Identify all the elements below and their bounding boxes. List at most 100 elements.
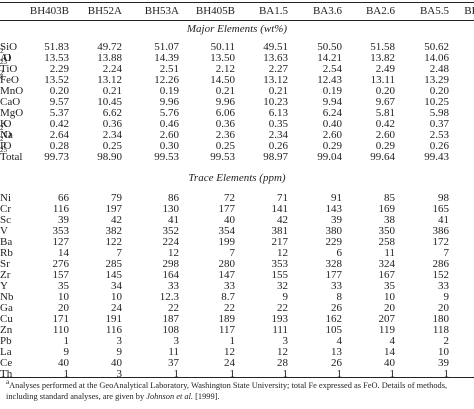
label-part: 2 xyxy=(0,47,4,56)
table-cell: 2.27 xyxy=(268,63,288,75)
table-cell: 51.58 xyxy=(370,41,395,53)
table-cell: 40 xyxy=(384,357,395,369)
table-cell: 105 xyxy=(325,324,343,336)
table-cell: 13.50 xyxy=(210,52,235,64)
table-cell: 152 xyxy=(432,269,450,281)
table-cell: 13.82 xyxy=(370,52,395,64)
table-cell: 122 xyxy=(105,236,123,248)
label-part: 5 xyxy=(3,146,8,155)
table-cell: 22 xyxy=(168,302,179,314)
label-part: 2 xyxy=(0,58,4,67)
column-header: BH52A xyxy=(87,5,122,17)
table-footnote-line-1: aAnalyses performed at the GeoAnalytical… xyxy=(6,379,474,391)
table-cell: 141 xyxy=(271,203,289,215)
major-element-row: Total 99.73 98.90 99.53 99.53 98.97 99.04 99.64… xyxy=(0,151,474,163)
table-cell: 99.43 xyxy=(424,151,449,163)
table-cell: 118 xyxy=(432,324,449,336)
element-label: Zr xyxy=(0,269,11,281)
table-cell: 14 xyxy=(384,346,395,358)
table-cell: 40 xyxy=(224,214,235,226)
element-label: TiO 2 xyxy=(0,63,17,77)
table-cell: 2.36 xyxy=(215,129,235,141)
trace-element-row: V353382352354381380350386392 xyxy=(0,225,474,237)
table-cell: 130 xyxy=(162,203,180,215)
footnote-text-2b: [1999]. xyxy=(193,392,220,401)
table-cell: 99.04 xyxy=(317,151,342,163)
label-part: Na xyxy=(0,129,13,141)
footnote-text-1: Analyses performed at the GeoAnalytical … xyxy=(9,381,448,390)
table-cell: 99.53 xyxy=(154,151,179,163)
table-cell: 2.24 xyxy=(102,63,122,75)
table-cell: 12.43 xyxy=(317,74,342,86)
column-header: BH404A xyxy=(464,5,474,17)
element-label: Ga xyxy=(0,302,13,314)
trace-element-row: Ce404037242826403928 xyxy=(0,357,474,369)
table-cell: 1 xyxy=(229,368,236,380)
table-cell: 38 xyxy=(384,214,395,226)
table-cell: 22 xyxy=(224,302,235,314)
element-label: Y xyxy=(0,280,8,292)
table-cell: 145 xyxy=(105,269,123,281)
table-cell: 258 xyxy=(378,236,396,248)
table-cell: 24 xyxy=(111,302,122,314)
column-header: BA3.6 xyxy=(312,5,342,17)
label-part: 2 xyxy=(0,124,4,133)
column-header: BH53A xyxy=(144,5,179,17)
table-cell: 1 xyxy=(336,368,343,380)
label-part: O xyxy=(3,140,12,152)
table-cell: 0.20 xyxy=(375,85,395,97)
label-part: 2 xyxy=(0,146,4,155)
table-cell: 0.29 xyxy=(322,140,342,152)
table-cell: 116 xyxy=(105,324,122,336)
table-cell: 40 xyxy=(58,357,69,369)
table-cell: 10 xyxy=(111,291,122,303)
table-cell: 14.06 xyxy=(424,52,449,64)
major-element-row: Al 2 O 3 13.53 13.88 14.39 13.50 13.63 14.21 13.82… xyxy=(0,52,474,67)
table-cell: 9 xyxy=(63,346,70,358)
table-cell: 2.34 xyxy=(268,129,288,141)
major-element-row: FeO a 13.52 13.12 12.26 14.50 13.12 12.43 13.11 1… xyxy=(0,72,474,86)
table-cell: 20 xyxy=(438,302,449,314)
table-cell: 1 xyxy=(229,335,236,347)
major-elements-heading: Major Elements (wt%) xyxy=(186,23,288,35)
major-element-row: SiO 2 51.83 49.72 51.07 50.11 49.51 50.50 51.58 5… xyxy=(0,41,474,56)
table-cell: 26 xyxy=(331,357,342,369)
table-cell: 298 xyxy=(162,258,180,270)
table-cell: 11 xyxy=(384,247,395,259)
table-cell: 0.37 xyxy=(429,118,449,130)
table-cell: 0.20 xyxy=(429,85,449,97)
table-cell: 10.25 xyxy=(424,96,449,108)
table-cell: 1 xyxy=(443,368,450,380)
column-header: BA2.6 xyxy=(365,5,395,17)
table-cell: 9.94 xyxy=(322,96,342,108)
label-part: MgO xyxy=(0,107,24,119)
trace-element-row: Ba127122224199217229258172124 xyxy=(0,236,474,248)
table-cell: 10 xyxy=(438,346,449,358)
table-cell: 7 xyxy=(443,247,450,259)
table-cell: 13.88 xyxy=(97,52,122,64)
table-cell: 6.13 xyxy=(268,107,288,119)
trace-element-row: Sc394241404239384144 xyxy=(0,214,474,226)
label-part: a xyxy=(0,72,4,81)
table-cell: 0.25 xyxy=(215,140,235,152)
table-cell: 1 xyxy=(173,368,180,380)
trace-element-row: Sr276285298280353328324286283 xyxy=(0,258,474,270)
table-cell: 34 xyxy=(111,280,122,292)
table-cell: 13 xyxy=(331,346,342,358)
table-cell: 117 xyxy=(218,324,235,336)
table-cell: 2.49 xyxy=(375,63,395,75)
element-label: Ni xyxy=(0,192,11,204)
table-cell: 8 xyxy=(336,291,343,303)
table-cell: 40 xyxy=(111,357,122,369)
major-element-row: CaO9.5710.459.969.9610.239.949.6710.2510… xyxy=(0,96,474,108)
column-header: BA1.5 xyxy=(258,5,288,17)
table-cell: 39 xyxy=(331,214,342,226)
label-part: O xyxy=(3,52,12,64)
table-cell: 324 xyxy=(378,258,396,270)
table-cell: 276 xyxy=(52,258,70,270)
table-cell: 177 xyxy=(218,203,236,215)
element-label: Cu xyxy=(0,313,13,325)
